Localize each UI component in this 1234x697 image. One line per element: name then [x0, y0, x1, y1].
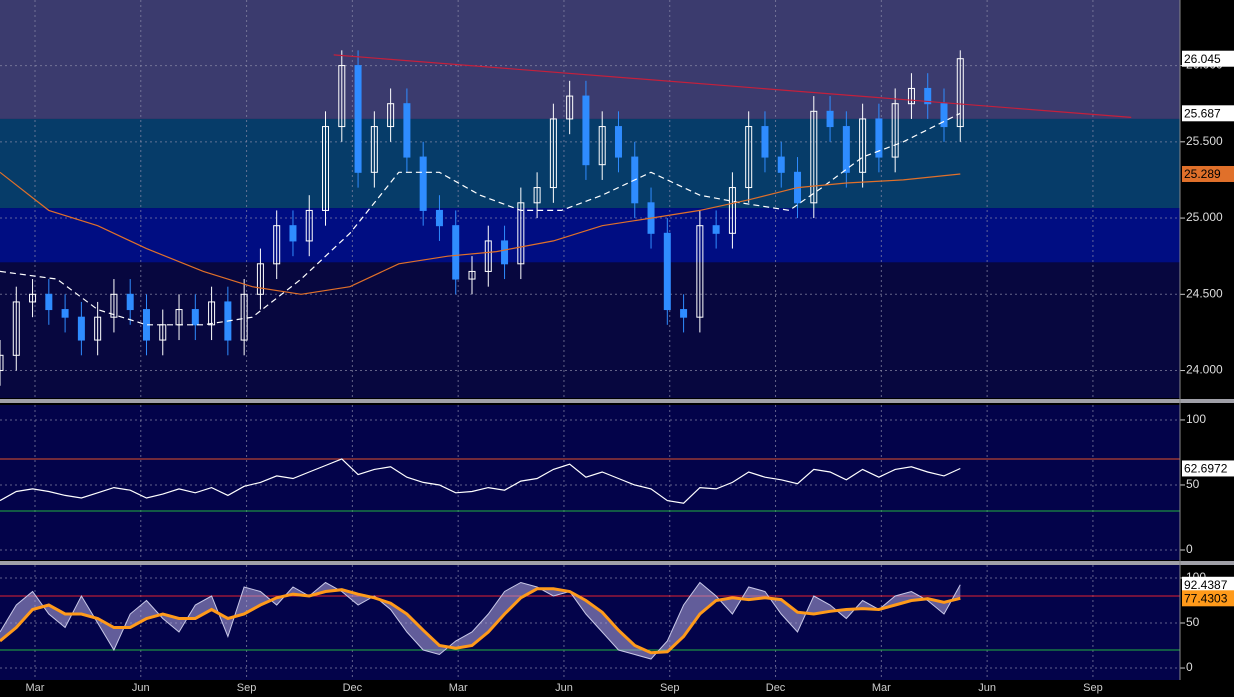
band-fill	[0, 582, 961, 659]
last-value-box	[1182, 165, 1234, 182]
last-value-box	[1182, 590, 1234, 607]
last-value-label: 25.687	[1184, 106, 1221, 120]
y-tick-label: 100	[1186, 412, 1206, 426]
candle-body	[289, 225, 297, 242]
candle-body	[12, 301, 20, 356]
candle-body	[517, 202, 525, 265]
candle-body	[354, 65, 362, 173]
candle-body	[0, 354, 4, 372]
panel-separator	[0, 399, 1234, 403]
candle-body	[842, 126, 850, 173]
candle-body	[370, 126, 378, 173]
candle-body	[777, 156, 785, 173]
series-line	[0, 112, 961, 326]
candle-body	[29, 293, 37, 303]
candle-body	[110, 293, 118, 318]
candle-body	[387, 103, 395, 128]
x-tick-label: Sep	[1083, 682, 1103, 694]
x-tick-label: Dec	[766, 682, 786, 694]
last-value-label: 62.6972	[1184, 462, 1228, 476]
candle-body	[745, 126, 753, 189]
candle-body	[663, 232, 671, 311]
candle-body	[859, 118, 867, 173]
candle-body	[598, 126, 606, 166]
candle-body	[956, 58, 964, 128]
last-value-box	[1182, 460, 1234, 477]
candle-body	[322, 126, 330, 211]
candle-body	[924, 87, 932, 105]
candle-body	[94, 316, 102, 341]
price-band	[0, 0, 1180, 119]
y-tick-label: 25.500	[1186, 134, 1223, 148]
candle-body	[435, 209, 443, 227]
candle-body	[191, 309, 199, 326]
last-value-label: 92.4387	[1184, 578, 1228, 592]
last-value-box	[1182, 50, 1234, 67]
x-tick-label: Jun	[132, 682, 150, 694]
series-line	[0, 171, 961, 295]
y-tick-label: 50	[1186, 615, 1200, 629]
y-tick-label: 50	[1186, 477, 1200, 491]
candle-body	[549, 118, 557, 189]
x-tick-label: Mar	[449, 682, 468, 694]
candle-body	[338, 65, 346, 128]
panel-separator	[0, 561, 1234, 565]
candle-body	[240, 293, 248, 341]
candle-body	[45, 293, 53, 311]
candle-body	[680, 309, 688, 318]
candle-body	[940, 103, 948, 128]
candle-body	[419, 156, 427, 211]
series-line	[0, 587, 961, 655]
candle-body	[256, 263, 264, 295]
x-tick-label: Jun	[978, 682, 996, 694]
price-band	[0, 208, 1180, 263]
candle-body	[582, 95, 590, 166]
x-tick-label: Dec	[343, 682, 363, 694]
candle-body	[126, 293, 134, 311]
last-value-box	[1182, 576, 1234, 593]
candle-body	[533, 187, 541, 204]
candle-body	[501, 240, 509, 265]
candle-body	[452, 225, 460, 280]
y-tick-label: 24.500	[1186, 286, 1223, 300]
candle-body	[907, 87, 915, 105]
candle-body	[826, 110, 834, 128]
price-band	[0, 118, 1180, 209]
x-tick-label: Jun	[555, 682, 573, 694]
candle-body	[875, 118, 883, 158]
candle-body	[728, 187, 736, 234]
y-tick-label: 25.000	[1186, 210, 1223, 224]
candle-body	[891, 103, 899, 158]
x-tick-label: Sep	[660, 682, 680, 694]
candle-body	[403, 103, 411, 158]
last-value-label: 26.045	[1184, 52, 1221, 66]
last-value-label: 77.4303	[1184, 591, 1228, 605]
last-value-box	[1182, 105, 1234, 122]
series-line	[0, 458, 961, 504]
panel-background	[0, 405, 1180, 560]
candle-body	[208, 301, 216, 326]
candle-body	[761, 126, 769, 158]
candle-body	[696, 225, 704, 318]
candle-body	[77, 316, 85, 341]
candle-body	[712, 225, 720, 234]
candle-body	[614, 126, 622, 158]
candle-body	[305, 209, 313, 242]
y-tick-label: 0	[1186, 542, 1193, 556]
candle-body	[468, 270, 476, 280]
y-tick-label: 24.000	[1186, 363, 1223, 377]
candle-body	[61, 309, 69, 318]
last-value-label: 25.289	[1184, 167, 1221, 181]
x-tick-label: Mar	[26, 682, 45, 694]
candle-body	[810, 110, 818, 204]
y-tick-label: 0	[1186, 660, 1193, 674]
series-line	[333, 54, 1132, 118]
candle-body	[484, 240, 492, 272]
candle-body	[566, 95, 574, 120]
x-tick-label: Mar	[872, 682, 891, 694]
x-tick-label: Sep	[237, 682, 257, 694]
candle-body	[273, 225, 281, 265]
